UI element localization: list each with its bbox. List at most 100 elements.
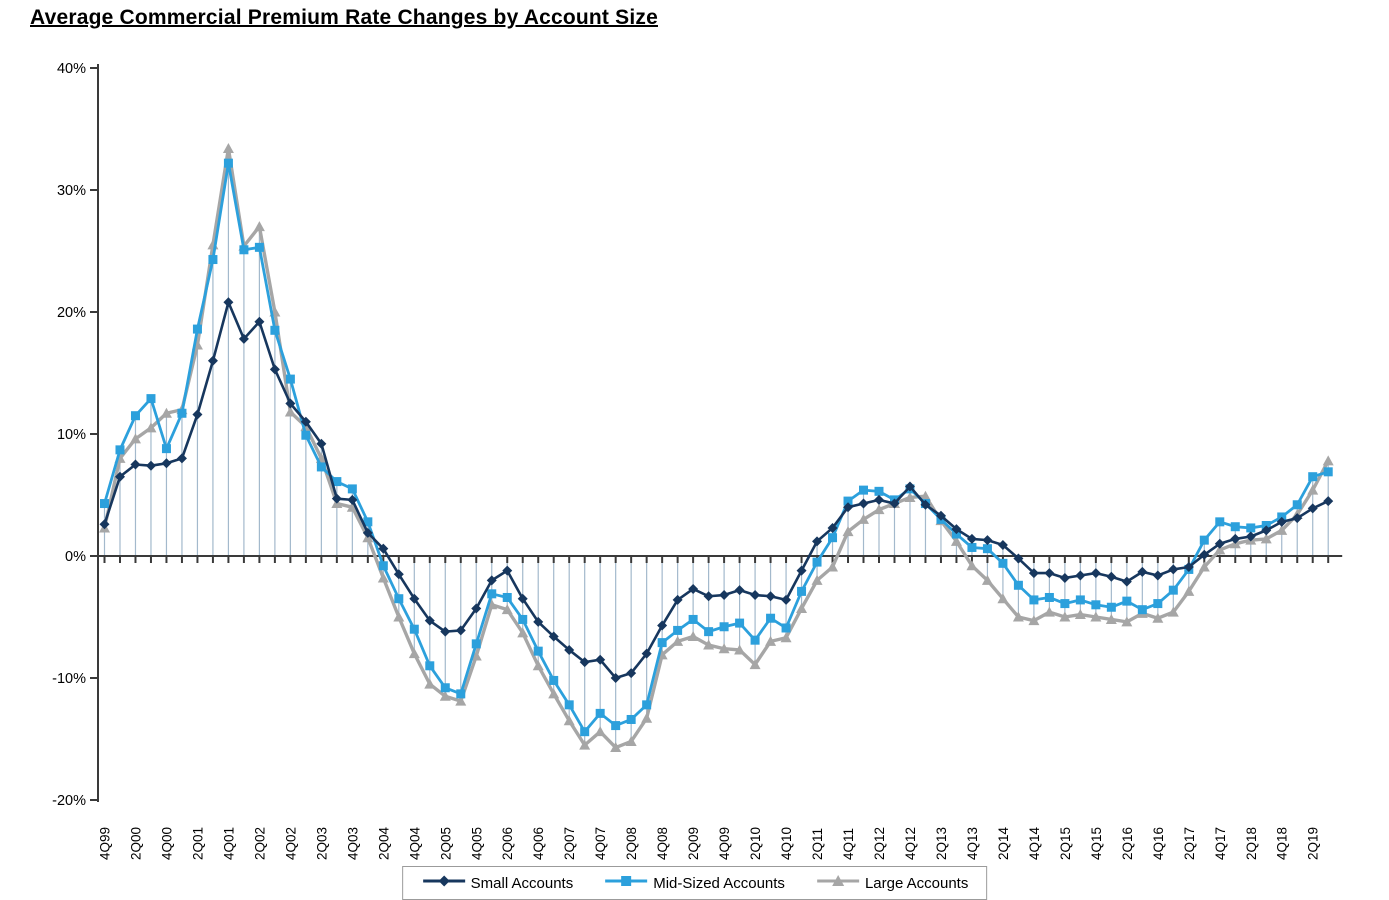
data-point-marker — [625, 735, 637, 746]
data-point-marker — [564, 700, 574, 710]
x-axis-tick-label: 4Q16 — [1151, 827, 1166, 860]
data-point-marker — [595, 708, 605, 718]
data-point-marker — [115, 445, 125, 455]
data-point-marker — [99, 519, 110, 530]
data-point-marker — [1137, 605, 1147, 615]
data-point-marker — [811, 574, 823, 585]
data-point-marker — [471, 639, 481, 649]
data-point-marker — [1106, 571, 1117, 582]
data-point-marker — [1044, 592, 1054, 602]
legend-item-small-accounts: Small Accounts — [421, 873, 573, 894]
data-point-marker — [580, 727, 590, 737]
x-axis-tick-label: 4Q03 — [345, 827, 360, 860]
data-point-marker — [192, 409, 203, 420]
data-point-marker — [564, 644, 575, 655]
x-axis-tick-label: 2Q03 — [314, 827, 329, 860]
data-point-marker — [1029, 595, 1039, 605]
data-point-marker — [408, 648, 420, 659]
data-point-marker — [223, 158, 233, 168]
data-point-marker — [579, 657, 590, 668]
y-axis-tick-label: 0% — [65, 549, 86, 565]
x-axis-tick-label: 4Q07 — [593, 827, 608, 860]
data-point-marker — [239, 245, 249, 255]
x-axis-tick-label: 2Q00 — [128, 827, 143, 860]
data-point-marker — [1323, 496, 1334, 507]
small-accounts-line-diamond-icon — [421, 873, 467, 894]
data-point-marker — [1106, 602, 1116, 612]
data-point-marker — [284, 406, 296, 417]
data-point-marker — [440, 683, 450, 693]
data-point-marker — [285, 398, 296, 409]
legend-marker-icon — [816, 874, 859, 886]
legend-label: Large Accounts — [864, 874, 969, 892]
data-point-marker — [797, 586, 807, 596]
data-point-marker — [424, 678, 436, 689]
data-point-marker — [269, 364, 280, 375]
x-axis-tick-label: 4Q17 — [1213, 827, 1228, 860]
data-point-marker — [502, 565, 513, 576]
data-point-marker — [1199, 535, 1209, 545]
data-point-marker — [750, 635, 760, 645]
x-axis-tick-label: 2Q09 — [686, 827, 701, 860]
data-point-marker — [642, 700, 652, 710]
series-line — [103, 300, 1330, 680]
data-point-marker — [1260, 533, 1272, 544]
x-axis-tick-label: 2Q05 — [438, 827, 453, 860]
data-point-marker — [735, 618, 745, 628]
x-axis-tick-label: 2Q18 — [1244, 827, 1259, 860]
data-point-marker — [1060, 599, 1070, 609]
data-point-marker — [796, 602, 808, 613]
data-point-marker — [455, 625, 466, 636]
x-axis-tick-label: 4Q18 — [1275, 827, 1290, 860]
data-point-marker — [518, 614, 528, 624]
data-point-marker — [1230, 522, 1240, 532]
y-axis-tick-label: 40% — [57, 61, 86, 77]
data-point-marker — [859, 485, 869, 495]
data-point-marker — [687, 631, 699, 642]
x-axis-tick-label: 2Q01 — [190, 827, 205, 860]
data-point-marker — [641, 712, 653, 723]
x-axis-tick-label: 2Q13 — [934, 827, 949, 860]
x-axis-tick-label: 2Q14 — [996, 826, 1011, 860]
data-point-marker — [704, 627, 714, 637]
data-point-marker — [177, 408, 187, 418]
data-point-marker — [548, 688, 560, 699]
data-point-marker — [579, 739, 591, 750]
data-point-marker — [626, 668, 637, 679]
data-point-marker — [1214, 538, 1225, 549]
x-axis-tick-label: 4Q11 — [841, 828, 856, 860]
data-point-marker — [424, 615, 435, 626]
data-point-marker — [874, 494, 884, 505]
data-point-marker — [1013, 580, 1023, 590]
data-point-marker — [874, 486, 884, 496]
data-point-marker — [300, 416, 311, 427]
data-point-marker — [967, 542, 977, 552]
y-axis-tick-label: -20% — [52, 793, 86, 809]
data-point-marker — [719, 622, 729, 632]
data-point-marker — [843, 502, 854, 513]
data-point-marker — [1122, 596, 1132, 606]
data-point-marker — [455, 695, 467, 706]
x-axis-tick-label: 4Q00 — [159, 827, 174, 860]
data-point-marker — [192, 324, 202, 334]
x-axis-tick-label: 2Q17 — [1182, 827, 1197, 860]
data-point-marker — [672, 635, 684, 646]
data-point-marker — [781, 623, 791, 633]
legend-marker-icon — [605, 875, 648, 886]
data-point-marker — [222, 143, 234, 154]
data-point-marker — [1028, 568, 1039, 579]
data-point-marker — [718, 643, 730, 654]
x-axis-tick-label: 4Q10 — [779, 827, 794, 860]
data-point-marker — [1075, 595, 1085, 605]
data-point-marker — [254, 242, 264, 252]
x-axis-tick-label: 2Q19 — [1306, 827, 1321, 860]
data-point-marker — [533, 646, 543, 656]
data-point-marker — [641, 648, 652, 659]
data-point-marker — [1199, 549, 1210, 560]
data-point-marker — [1121, 576, 1132, 587]
x-axis-tick-label: 2Q02 — [252, 827, 267, 860]
data-point-marker — [1245, 531, 1256, 542]
data-point-marker — [208, 255, 218, 265]
data-point-marker — [1261, 525, 1272, 536]
